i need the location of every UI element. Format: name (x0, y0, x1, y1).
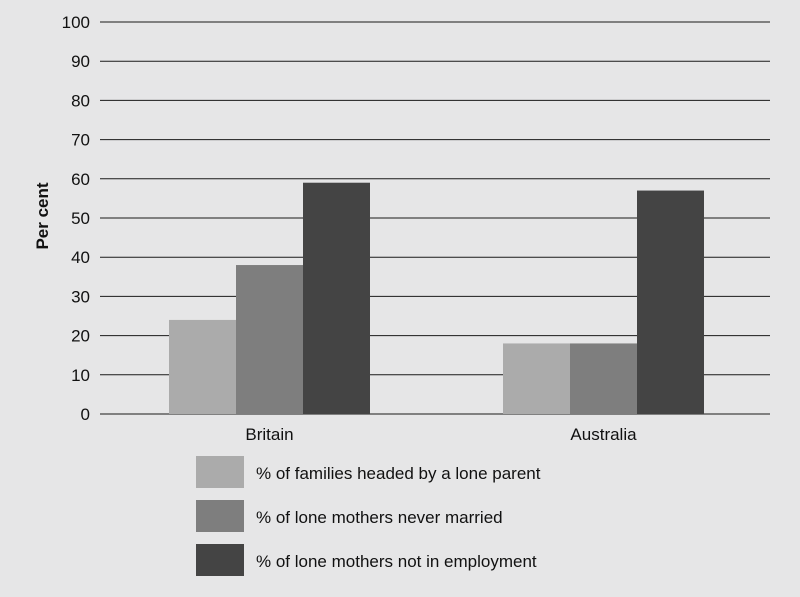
y-tick-label: 30 (71, 287, 90, 306)
legend: % of families headed by a lone parent % o… (196, 456, 541, 576)
y-tick-label: 50 (71, 209, 90, 228)
legend-label: % of lone mothers never married (256, 508, 503, 527)
legend-swatch (196, 544, 244, 576)
y-tick-label: 90 (71, 52, 90, 71)
y-tick-label: 10 (71, 366, 90, 385)
y-tick-label: 100 (62, 13, 90, 32)
legend-label: % of lone mothers not in employment (256, 552, 537, 571)
bar-australia-series-3 (637, 190, 704, 414)
legend-swatch (196, 456, 244, 488)
bar-australia-series-1 (503, 343, 570, 414)
bars (169, 182, 704, 414)
y-tick-label: 80 (71, 91, 90, 110)
bar-britain-series-1 (169, 319, 236, 414)
y-tick-label: 20 (71, 327, 90, 346)
bar-britain-series-3 (303, 182, 370, 414)
bar-britain-series-2 (236, 265, 303, 414)
y-axis-ticks: 0 10 20 30 40 50 60 70 80 90 100 (62, 13, 90, 424)
y-tick-label: 60 (71, 170, 90, 189)
bar-australia-series-2 (570, 343, 637, 414)
y-tick-label: 0 (81, 405, 90, 424)
y-tick-label: 40 (71, 248, 90, 267)
x-tick-label: Britain (245, 425, 293, 444)
legend-label: % of families headed by a lone parent (256, 464, 541, 483)
x-tick-label: Australia (570, 425, 637, 444)
y-axis-label: Per cent (33, 182, 52, 249)
x-axis-ticks: Britain Australia (245, 425, 637, 444)
y-tick-label: 70 (71, 131, 90, 150)
legend-swatch (196, 500, 244, 532)
